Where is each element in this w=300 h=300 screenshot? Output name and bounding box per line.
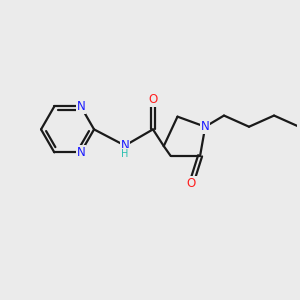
Text: N: N [121,139,129,152]
Text: H: H [121,149,129,159]
Text: O: O [187,177,196,190]
Text: N: N [201,120,210,133]
Text: N: N [76,146,85,159]
Text: N: N [76,100,85,113]
Text: O: O [148,93,158,106]
